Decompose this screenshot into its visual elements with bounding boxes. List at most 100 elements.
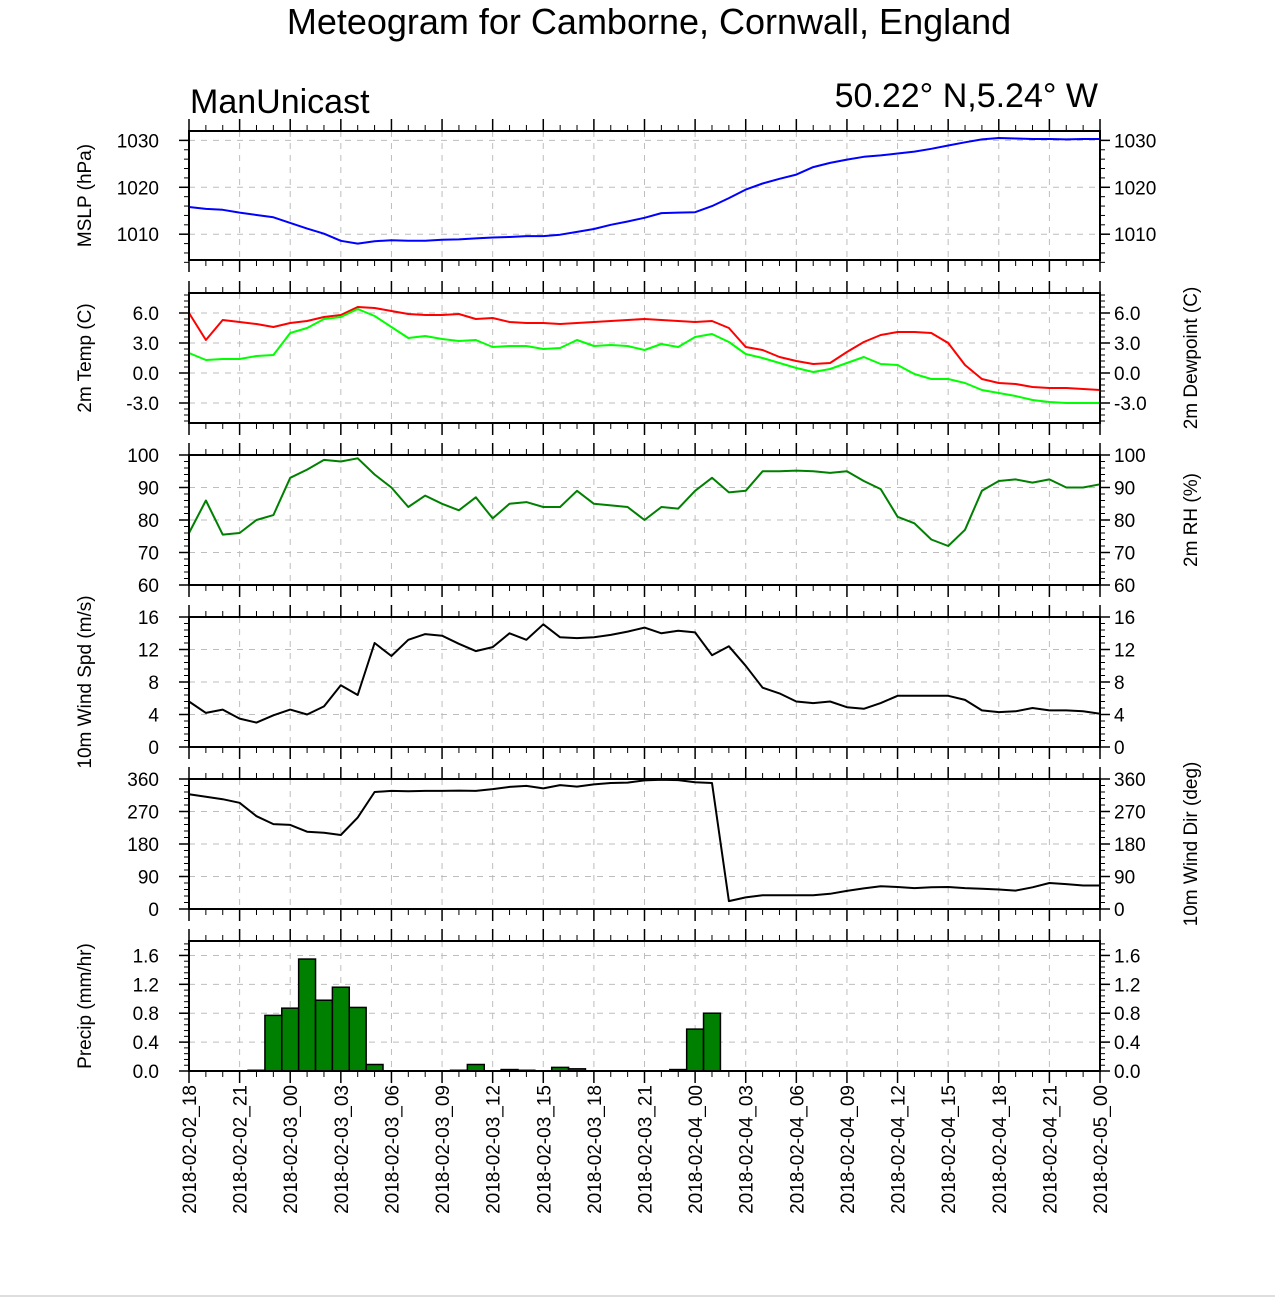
- y-tick-label-left: 70: [138, 544, 159, 565]
- y-tick-label-left: 6.0: [133, 304, 159, 325]
- x-tick-label: 2018-02-03_09: [433, 1085, 454, 1214]
- y-tick-label-right: 60: [1114, 576, 1135, 597]
- chart-title: Meteogram for Camborne, Cornwall, Englan…: [287, 1, 1011, 42]
- x-tick-label: 2018-02-03_00: [281, 1085, 302, 1214]
- panel-precip: 0.0 0.0 0.4 0.4 0.8 0.8 1.2 1.2 1.6 1.6 Precip (mm…: [75, 929, 1141, 1083]
- y-axis-title-left: MSLP (hPa): [75, 144, 96, 247]
- y-tick-label-left: 0: [148, 900, 159, 921]
- y-tick-label-left: 100: [127, 446, 159, 467]
- y-axis-title-left: Precip (mm/hr): [75, 943, 96, 1069]
- series-line-mslp: [188, 137, 1100, 245]
- precip-bar: [264, 1014, 283, 1072]
- y-tick-label-right: 360: [1114, 770, 1146, 791]
- y-tick-label-right: 4: [1114, 706, 1125, 727]
- y-tick-label-left: 90: [138, 868, 159, 889]
- precip-bar: [348, 1006, 367, 1072]
- series-line-rh: [188, 457, 1101, 547]
- y-tick-label-right: 270: [1114, 803, 1146, 824]
- y-axis-title-left: 10m Wind Spd (m/s): [75, 595, 96, 768]
- y-tick-label-left: 60: [138, 576, 159, 597]
- y-tick-label-left: 8: [148, 673, 159, 694]
- y-tick-label-left: 4: [148, 706, 159, 727]
- y-tick-label-right: 0.0: [1114, 1062, 1140, 1083]
- y-tick-label-right: 3.0: [1114, 334, 1140, 355]
- panel-frame: [188, 130, 1101, 261]
- y-tick-label-right: 8: [1114, 673, 1125, 694]
- x-tick-label: 2018-02-02_18: [180, 1085, 201, 1214]
- y-tick-label-right: 12: [1114, 641, 1135, 662]
- y-tick-label-left: 90: [138, 479, 159, 500]
- panel-frame: [188, 616, 1101, 748]
- y-tick-label-right: 90: [1114, 868, 1135, 889]
- y-axis-title-right: 10m Wind Dir (deg): [1181, 762, 1202, 927]
- x-axis-labels: 2018-02-02_18 2018-02-02_21 2018-02-03_00 2…: [180, 1085, 1112, 1214]
- x-tick-label: 2018-02-03_06: [382, 1085, 403, 1214]
- x-tick-label: 2018-02-03_03: [332, 1085, 353, 1214]
- y-tick-label-right: -3.0: [1114, 394, 1147, 415]
- y-tick-label-right: 0.8: [1114, 1004, 1140, 1025]
- x-tick-label: 2018-02-04_00: [686, 1085, 707, 1214]
- precip-bar: [685, 1028, 705, 1072]
- x-tick-label: 2018-02-04_21: [1040, 1085, 1061, 1214]
- precip-bar: [281, 1007, 300, 1072]
- series-line-dewpoint: [188, 308, 1100, 404]
- y-tick-label-left: 3.0: [133, 334, 159, 355]
- panel-frame: [188, 778, 1101, 910]
- y-axis-title-right: 2m RH (%): [1181, 473, 1202, 567]
- y-tick-label-left: 1010: [117, 225, 159, 246]
- panel-frame: [188, 940, 1101, 1072]
- panel-temp: -3.0 -3.0 0.0 0.0 3.0 3.0 6.0 6.0 2m Temp (C) 2m …: [75, 281, 1202, 435]
- y-tick-label-left: 1.6: [133, 946, 159, 967]
- series-line-wind: [188, 778, 1100, 903]
- y-tick-label-right: 90: [1114, 479, 1135, 500]
- y-axis-title-left: 2m Temp (C): [75, 303, 96, 412]
- y-tick-label-left: 180: [127, 835, 159, 856]
- y-tick-label-right: 100: [1114, 446, 1146, 467]
- y-tick-label-left: 0.0: [133, 364, 159, 385]
- precip-bar: [297, 958, 317, 1072]
- panel-frame: [188, 454, 1101, 586]
- y-tick-label-left: 270: [127, 803, 159, 824]
- y-tick-label-right: 70: [1114, 544, 1135, 565]
- y-tick-label-left: 360: [127, 770, 159, 791]
- y-tick-label-left: -3.0: [126, 394, 159, 415]
- y-tick-label-right: 6.0: [1114, 304, 1140, 325]
- x-tick-label: 2018-02-05_00: [1091, 1085, 1112, 1214]
- y-tick-label-left: 0.0: [133, 1062, 159, 1083]
- panel-wind_speed: 0 0 4 4 8 8 12 12 16 16 10m Wind Spd (m/s): [75, 595, 1135, 768]
- y-tick-label-right: 1.2: [1114, 975, 1140, 996]
- precip-bar: [331, 986, 351, 1072]
- panel-mslp: 1010 1010 1020 1020 1030 1030 MSLP (hPa): [75, 119, 1156, 272]
- y-tick-label-right: 1030: [1114, 131, 1156, 152]
- y-tick-label-left: 16: [138, 608, 159, 629]
- x-tick-label: 2018-02-03_18: [585, 1085, 606, 1214]
- y-tick-label-left: 1030: [117, 131, 159, 152]
- panel-frame: [188, 292, 1101, 424]
- panel-rh: 60 60 70 70 80 80 90 90 100 100 2m RH (%): [127, 443, 1202, 597]
- x-tick-label: 2018-02-04_03: [737, 1085, 758, 1214]
- y-tick-label-left: 0.4: [133, 1033, 160, 1054]
- y-tick-label-left: 1020: [117, 178, 159, 199]
- x-tick-label: 2018-02-04_06: [787, 1085, 808, 1214]
- precip-bar: [702, 1012, 722, 1072]
- x-tick-label: 2018-02-02_21: [231, 1085, 252, 1214]
- y-axis-title-right: 2m Dewpoint (C): [1181, 287, 1202, 430]
- y-tick-label-right: 80: [1114, 511, 1135, 532]
- x-tick-label: 2018-02-03_12: [484, 1085, 505, 1214]
- y-tick-label-right: 1020: [1114, 178, 1156, 199]
- y-tick-label-left: 0.8: [133, 1004, 159, 1025]
- location-label: 50.22° N,5.24° W: [835, 77, 1098, 115]
- series-line-wind: [188, 623, 1101, 724]
- x-tick-label: 2018-02-04_18: [990, 1085, 1011, 1214]
- x-tick-label: 2018-02-04_12: [889, 1085, 910, 1214]
- y-tick-label-right: 0: [1114, 900, 1125, 921]
- precip-bar: [314, 999, 334, 1072]
- y-tick-label-left: 0: [148, 738, 159, 759]
- x-tick-label: 2018-02-04_15: [939, 1085, 960, 1214]
- x-tick-label: 2018-02-03_21: [636, 1085, 657, 1214]
- x-tick-label: 2018-02-04_09: [838, 1085, 859, 1214]
- model-label: ManUnicast: [190, 83, 370, 121]
- y-tick-label-right: 16: [1114, 608, 1135, 629]
- y-tick-label-left: 1.2: [133, 975, 159, 996]
